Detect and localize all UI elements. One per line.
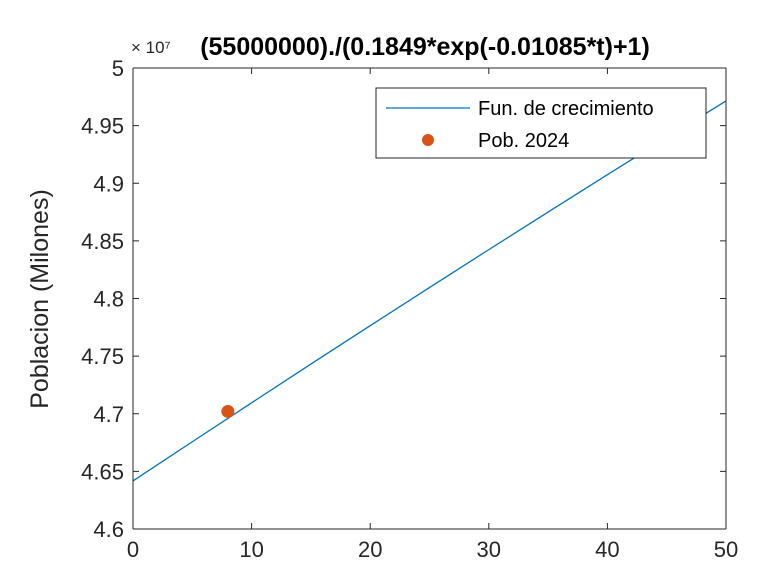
ticks-layer: 0 10 20 30 40 50 4.6 4.65 4.7 4.75 4.8 4.85 4.9 4.95 5 (81, 56, 738, 562)
data-point-pob-2024 (221, 404, 235, 418)
y-tick-label: 4.75 (81, 344, 124, 369)
legend-marker-swatch (422, 134, 434, 146)
y-axis-title: Poblacion (Milones) (26, 189, 54, 409)
y-tick-label: 4.8 (93, 287, 124, 312)
y-tick-label: 5 (112, 56, 124, 81)
x-tick-label: 0 (127, 537, 139, 562)
legend-box (375, 87, 707, 159)
y-tick-label: 4.6 (93, 517, 124, 542)
y-tick-label: 4.85 (81, 229, 124, 254)
chart-title: (55000000)./(0.1849*exp(-0.01085*t)+1) (200, 33, 650, 61)
y-tick-label: 4.7 (93, 402, 124, 427)
x-tick-label: 40 (595, 537, 619, 562)
y-tick-label: 4.95 (81, 114, 124, 139)
legend: Fun. de crecimiento Pob. 2024 (375, 87, 707, 159)
x-tick-label: 10 (239, 537, 263, 562)
x-tick-label: 50 (714, 537, 738, 562)
x-tick-label: 20 (358, 537, 382, 562)
y-tick-label: 4.9 (93, 171, 124, 196)
legend-item-curve: Fun. de crecimiento (478, 98, 654, 120)
y-tick-label: 4.65 (81, 459, 124, 484)
legend-item-point: Pob. 2024 (478, 130, 569, 152)
y-exponent-label: × 10⁷ (131, 38, 171, 57)
curve-layer (132, 100, 727, 482)
x-tick-label: 30 (477, 537, 501, 562)
